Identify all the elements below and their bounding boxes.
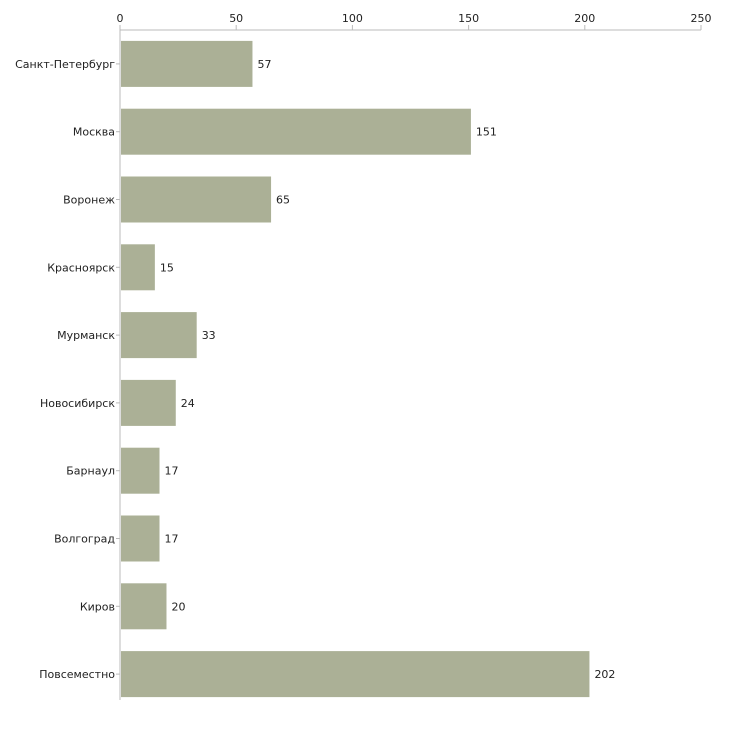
bar-value-label: 57 — [257, 58, 271, 71]
bars-group: 57 151 65 15 33 24 17 17 20 202 — [121, 40, 615, 698]
x-tick-label: 0 — [117, 12, 124, 25]
bar-value-label: 17 — [165, 533, 179, 546]
category-label: Волгоград — [54, 533, 115, 546]
bar-value-label: 202 — [594, 668, 615, 681]
x-tick-label: 100 — [342, 12, 363, 25]
bar-value-label: 15 — [160, 261, 174, 274]
category-label: Мурманск — [57, 329, 115, 342]
category-label: Новосибирск — [40, 397, 115, 410]
category-label: Воронеж — [63, 194, 115, 207]
x-tick-label: 200 — [574, 12, 595, 25]
y-axis: Санкт-Петербург Москва Воронеж Красноярск Му… — [15, 30, 121, 700]
x-tick-label: 250 — [691, 12, 712, 25]
category-label: Красноярск — [47, 261, 115, 274]
category-label: Санкт-Петербург — [15, 58, 115, 71]
x-tick-label: 50 — [229, 12, 243, 25]
bar — [121, 447, 160, 494]
bar-value-label: 20 — [171, 600, 185, 613]
bar — [121, 108, 471, 155]
bar — [121, 515, 160, 562]
bar-value-label: 151 — [476, 126, 497, 139]
bar — [121, 244, 155, 291]
bar — [121, 583, 167, 630]
bar-value-label: 65 — [276, 194, 290, 207]
x-tick-label: 150 — [458, 12, 479, 25]
bar — [121, 651, 590, 698]
bar-value-label: 33 — [202, 329, 216, 342]
bar — [121, 40, 253, 87]
category-label: Киров — [80, 600, 115, 613]
bar — [121, 379, 176, 426]
bar — [121, 312, 197, 359]
category-label: Москва — [73, 126, 115, 139]
bar-value-label: 17 — [165, 465, 179, 478]
bar — [121, 176, 272, 223]
x-axis: 0 50 100 150 200 250 — [117, 12, 712, 31]
bar-value-label: 24 — [181, 397, 195, 410]
category-label: Барнаул — [66, 465, 115, 478]
category-label: Повсеместно — [39, 668, 115, 681]
